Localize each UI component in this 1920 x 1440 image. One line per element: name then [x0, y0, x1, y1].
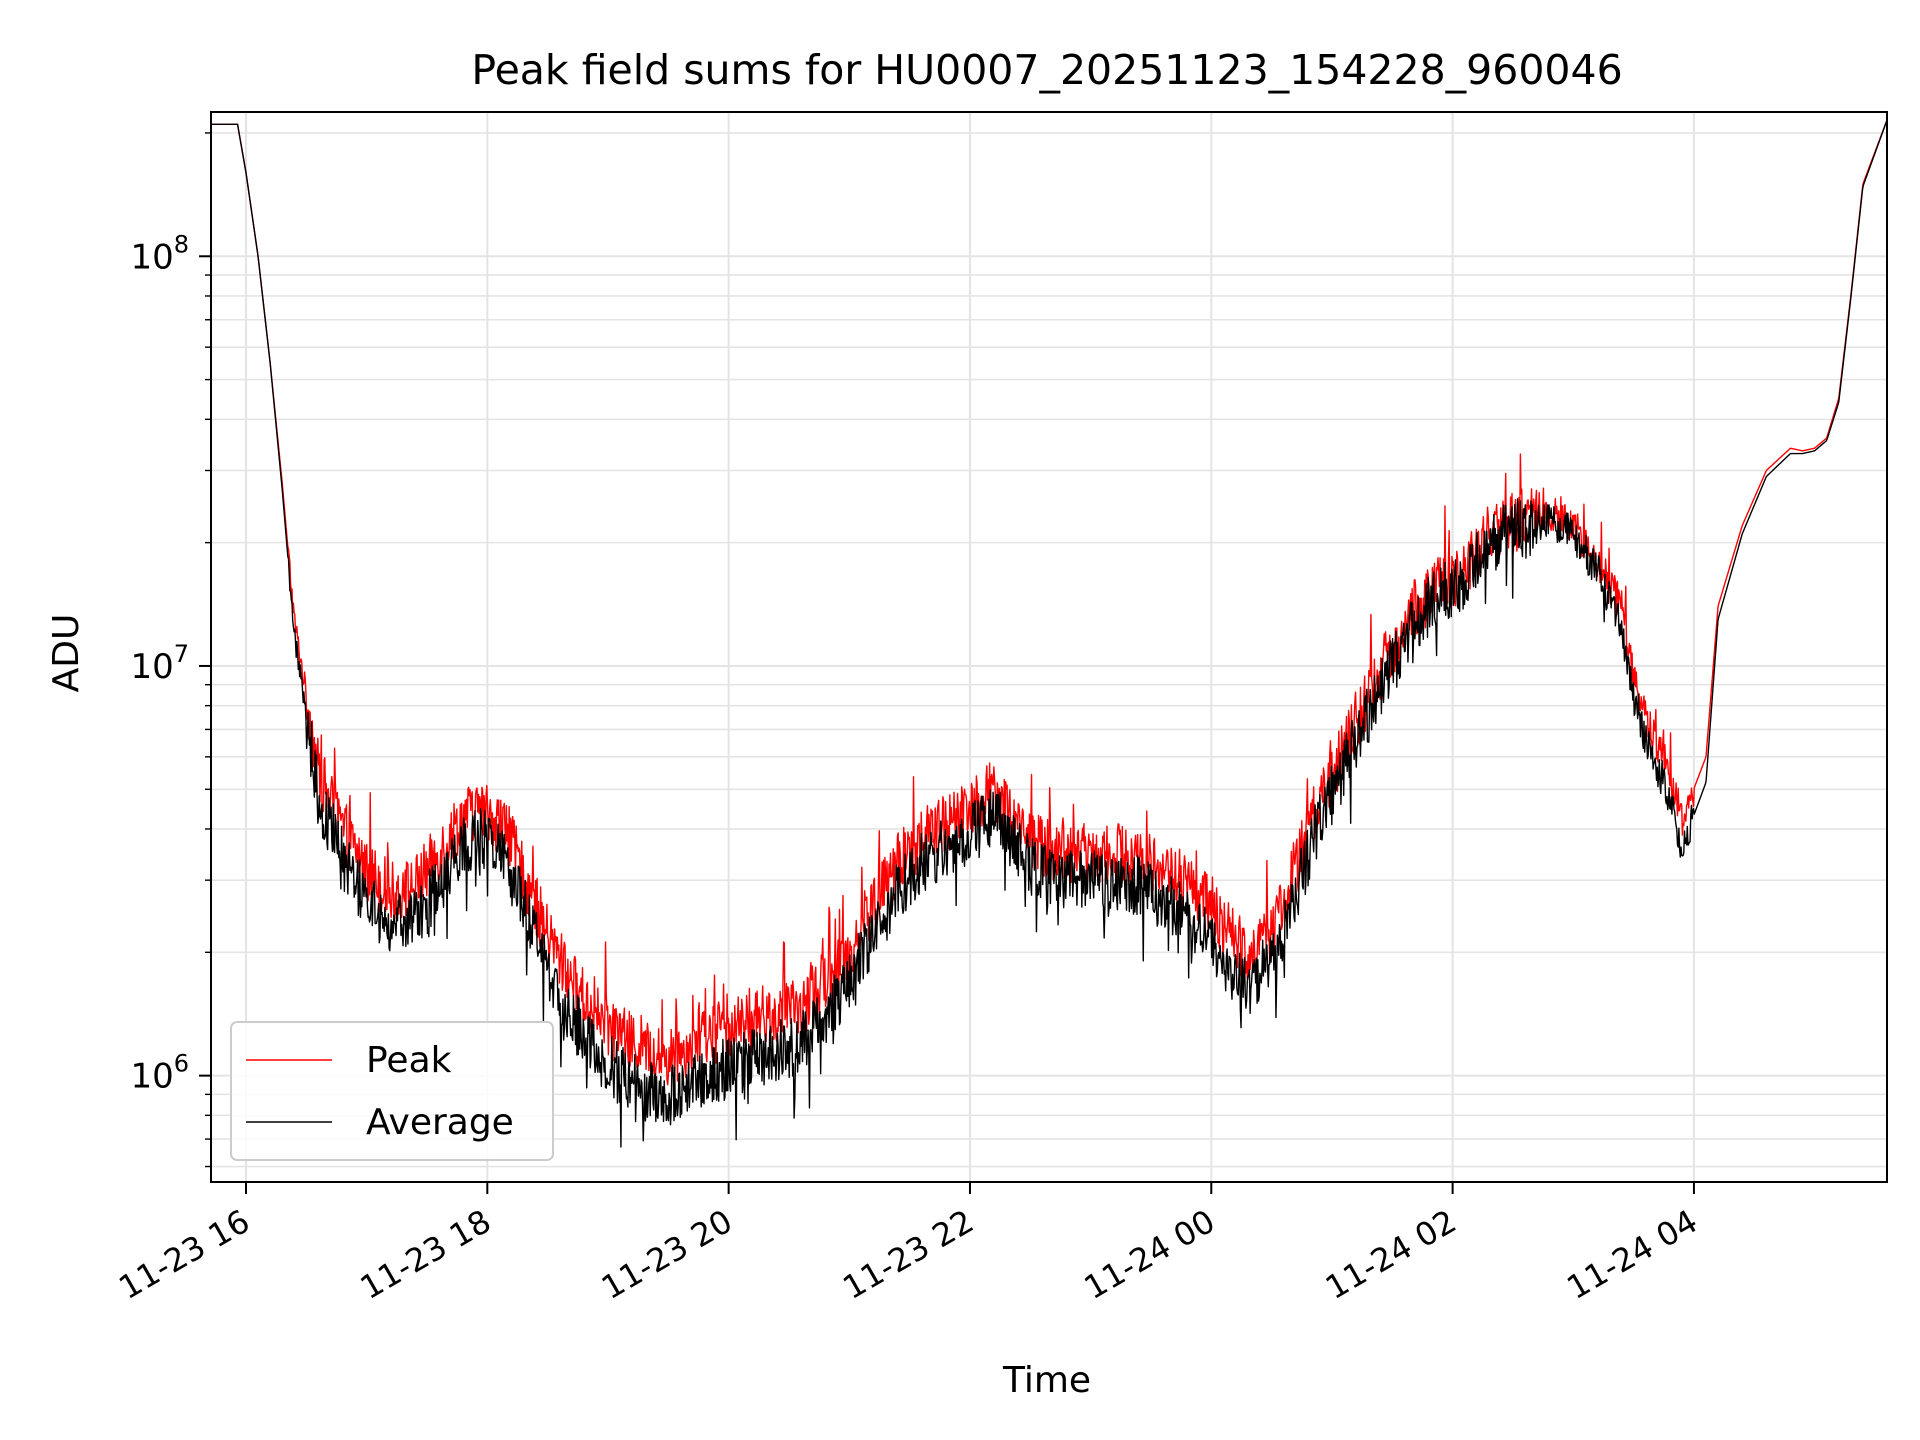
y-axis-label: ADU	[46, 614, 87, 693]
legend-box	[230, 1021, 554, 1161]
y-ticks: 106 107 108	[130, 132, 211, 1168]
x-tick-label: 11-24 02	[1319, 1202, 1463, 1307]
x-axis-label: Time	[1002, 1360, 1091, 1401]
chart-title: Peak field sums for HU0007_20251123_1542…	[471, 46, 1622, 94]
y-tick-label: 106	[130, 1050, 189, 1097]
y-tick-label: 107	[130, 640, 189, 687]
series-line-peak	[211, 119, 1888, 1086]
legend-label-average: Average	[366, 1102, 514, 1143]
x-tick-label: 11-24 00	[1078, 1202, 1222, 1307]
x-tick-label: 11-24 04	[1560, 1202, 1704, 1307]
legend-label-peak: Peak	[366, 1040, 452, 1081]
y-tick-label: 108	[130, 230, 189, 277]
x-ticks: 11-23 16 11-23 18 11-23 20 11-23 22 11-24 00…	[112, 1182, 1704, 1307]
series-lines	[211, 119, 1888, 1148]
x-tick-label: 11-23 20	[595, 1202, 739, 1307]
x-tick-label: 11-23 16	[112, 1202, 256, 1307]
x-tick-label: 11-23 22	[836, 1202, 980, 1307]
x-tick-label: 11-23 18	[354, 1202, 498, 1307]
axes-frame	[210, 111, 1888, 1183]
legend: Peak Average	[230, 1021, 554, 1161]
series-line-average	[211, 119, 1888, 1148]
